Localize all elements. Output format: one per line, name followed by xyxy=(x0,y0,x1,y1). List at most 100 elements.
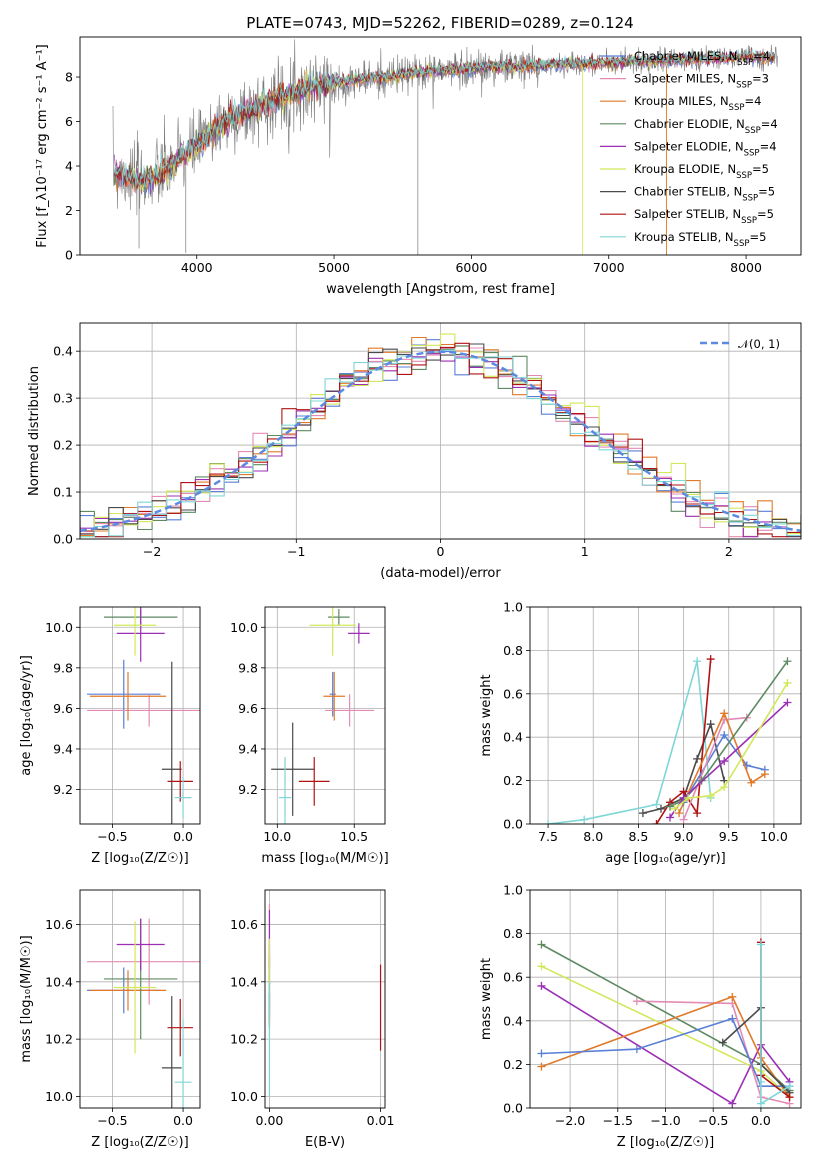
x-tick-label: 4000 xyxy=(181,260,213,275)
weight-point-marker xyxy=(632,1045,641,1054)
y-tick-label: 10.4 xyxy=(45,974,73,989)
weight-point-marker xyxy=(720,757,729,766)
axes-frame xyxy=(264,889,386,1109)
axes-frame xyxy=(79,889,201,1109)
y-tick-label: 10.6 xyxy=(45,917,73,932)
weight-point-marker xyxy=(720,731,729,740)
y-tick-label: 10.0 xyxy=(45,620,73,635)
x-tick-label: 2 xyxy=(725,544,733,559)
residual-histogram-step xyxy=(80,342,801,538)
weight-point-marker xyxy=(728,992,737,1001)
x-tick-label: 10.0 xyxy=(263,829,291,844)
weight-point-marker xyxy=(720,709,729,718)
y-tick-label: 9.4 xyxy=(238,741,258,756)
y-tick-label: 0.4 xyxy=(53,344,73,359)
weight-point-marker xyxy=(666,802,675,811)
legend-label: Kroupa STELIB, NSSP=5 xyxy=(634,230,766,249)
y-tick-label: 10.2 xyxy=(230,1032,258,1047)
y-tick-label: 0.3 xyxy=(53,391,73,406)
weight-point-marker xyxy=(537,981,546,990)
residual-histogram-panel: −2 −1 0 1 2 0.0 0.1 0.2 0.3 0.4 (data-model)/error… xyxy=(27,322,802,581)
y-tick-label: 0.1 xyxy=(53,485,73,500)
y-tick-label: 0.4 xyxy=(503,1013,523,1028)
axes-frame xyxy=(529,889,802,1109)
y-tick-label: 1.0 xyxy=(503,883,523,898)
x-tick-label: 0.01 xyxy=(367,1113,395,1128)
y-tick-label: 0.0 xyxy=(503,1101,523,1116)
x-tick-label: −1.5 xyxy=(603,1113,633,1128)
y-tick-label: 1.0 xyxy=(503,600,523,615)
legend-label: Salpeter STELIB, NSSP=5 xyxy=(634,207,774,226)
y-tick-label: 2 xyxy=(65,203,73,218)
weight-point-marker xyxy=(679,815,688,824)
x-tick-label: 8.5 xyxy=(628,829,648,844)
weight-point-marker xyxy=(728,1099,737,1108)
y-tick-label: 9.2 xyxy=(53,782,73,797)
weight-point-marker xyxy=(706,720,715,729)
model-spectrum-line xyxy=(113,48,774,190)
weight-series-line xyxy=(760,944,790,1106)
weight-point-marker xyxy=(693,754,702,763)
gaussian-reference-curve xyxy=(80,350,801,533)
weight-point-marker xyxy=(760,770,769,779)
x-tick-label: −1 xyxy=(287,544,305,559)
axes-frame xyxy=(529,606,802,825)
x-axis-label: (data-model)/error xyxy=(380,566,501,581)
weight-point-marker xyxy=(632,997,641,1006)
y-tick-label: 9.2 xyxy=(238,782,258,797)
x-axis-label: Z [log₁₀(Z/Z☉)] xyxy=(91,1135,188,1150)
weight-point-marker xyxy=(638,809,647,818)
weight-point-marker xyxy=(652,800,661,809)
x-tick-label: 0.0 xyxy=(173,829,193,844)
y-axis-label: Normed distribution xyxy=(27,366,42,496)
weight-point-marker xyxy=(652,820,661,824)
y-tick-label: 0.6 xyxy=(503,686,523,701)
plot-area xyxy=(87,918,200,1108)
weight-point-marker xyxy=(656,804,665,813)
y-tick-label: 0.8 xyxy=(503,643,523,658)
plot-area xyxy=(544,655,792,824)
plot-area xyxy=(112,39,778,255)
y-tick-label: 0.2 xyxy=(53,438,73,453)
axes-frame xyxy=(264,606,386,825)
plot-area xyxy=(271,607,375,824)
axes-frame xyxy=(79,36,802,256)
y-tick-label: 9.4 xyxy=(53,741,73,756)
weight-point-marker xyxy=(675,809,684,818)
weight-series-line xyxy=(642,721,725,814)
x-axis-label: E(B-V) xyxy=(305,1135,345,1150)
y-tick-label: 0.8 xyxy=(503,926,523,941)
x-tick-label: 0 xyxy=(437,544,445,559)
weight-point-marker xyxy=(537,1062,546,1071)
legend-label: Kroupa MILES, NSSP=4 xyxy=(634,94,761,113)
y-tick-label: 9.8 xyxy=(238,660,258,675)
weight-point-marker xyxy=(580,815,589,824)
legend-label: Chabrier STELIB, NSSP=5 xyxy=(634,185,775,204)
y-axis-label: mass weight xyxy=(479,674,494,756)
y-tick-label: 0.0 xyxy=(53,532,73,547)
y-tick-label: 10.0 xyxy=(45,1089,73,1104)
residual-histogram-step xyxy=(80,349,801,538)
x-tick-label: 9.5 xyxy=(719,829,739,844)
plot-area xyxy=(537,938,794,1108)
weight-point-marker xyxy=(785,1082,794,1091)
weight-point-marker xyxy=(718,1038,727,1047)
y-tick-label: 9.6 xyxy=(238,701,258,716)
y-tick-label: 10.6 xyxy=(230,917,258,932)
y-tick-label: 9.8 xyxy=(53,660,73,675)
x-axis-label: wavelength [Angstrom, rest frame] xyxy=(326,282,555,297)
y-tick-label: 9.6 xyxy=(53,701,73,716)
weight-series-line xyxy=(682,733,766,803)
x-tick-label: −1.0 xyxy=(650,1113,680,1128)
y-tick-label: 0.2 xyxy=(503,1057,523,1072)
x-tick-label: 0.0 xyxy=(751,1113,771,1128)
plot-area xyxy=(80,333,801,538)
y-axis-label: mass weight xyxy=(479,958,494,1040)
legend-label: Chabrier MILES, NSSP=4 xyxy=(634,49,770,68)
y-tick-label: 0 xyxy=(65,248,73,263)
x-tick-label: 8000 xyxy=(730,260,762,275)
plot-area xyxy=(268,904,382,1097)
figure-title: PLATE=0743, MJD=52262, FIBERID=0289, z=0… xyxy=(246,14,633,32)
age-vs-mass-panel: 10.0 10.5 9.2 9.4 9.6 9.8 10.0 mass [log₁₀(M/M☉… xyxy=(230,606,389,866)
